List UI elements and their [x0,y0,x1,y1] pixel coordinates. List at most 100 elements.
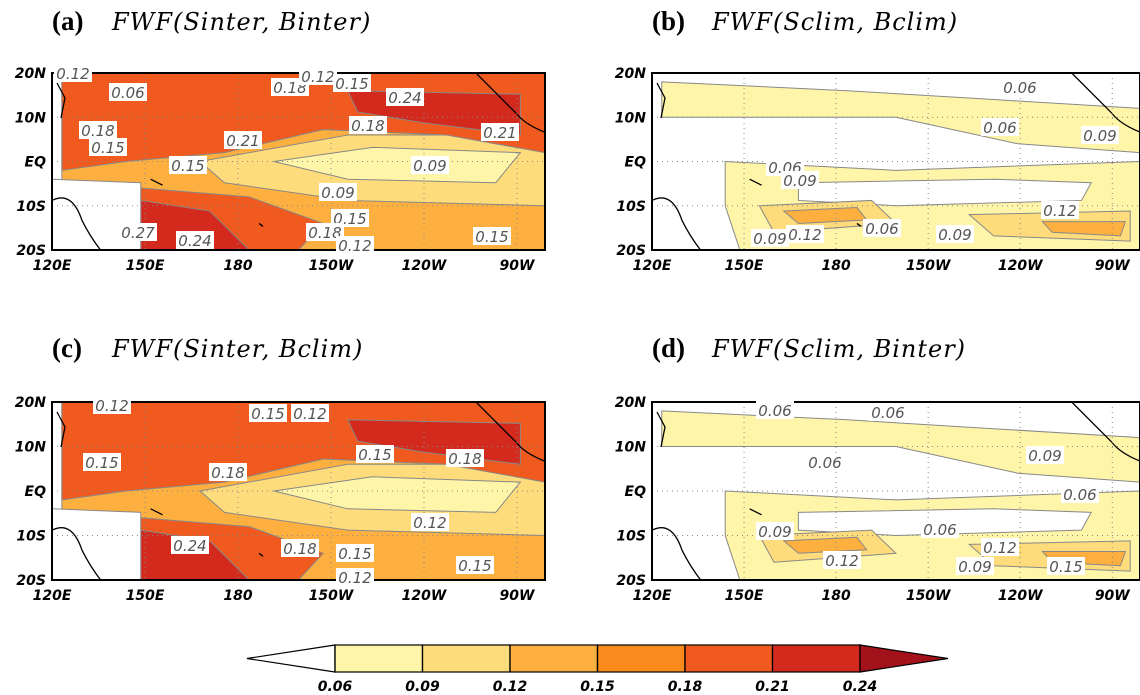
coastline [52,197,102,250]
contour-fill [1041,221,1127,237]
lat-label: 10N [15,110,46,126]
contour-label-bg [89,138,127,156]
contour-label-bg [319,183,357,201]
contour-label-bg [249,404,287,422]
colorbar-box [684,644,774,673]
contour-label: 0.09 [783,172,816,190]
contour-label-bg [473,227,511,245]
lat-label: 20N [15,395,46,411]
contour-label-bg [93,396,131,414]
lat-label: 10S [16,529,46,545]
lon-label: 120E [633,588,672,604]
lon-label: 180 [223,588,252,604]
contour-label-bg [1061,485,1099,503]
panel-title: FWF(Sclim, Binter) [711,335,966,363]
contour-label-bg [336,568,374,586]
contour-fill [797,178,1093,207]
contour-label-bg [756,522,794,540]
contour-label-bg [119,223,157,241]
lon-label: 120E [633,258,672,274]
contour-label-bg [83,453,121,471]
contour-label-bg [1001,78,1039,96]
panel-title: FWF(Sclim, Bclim) [711,8,958,36]
colorbar-tick-label: 0.06 [318,679,353,695]
contour-label-bg [291,404,329,422]
coastline [652,197,702,250]
contour-label: 0.09 [938,226,971,244]
contour-label-bg [171,536,209,554]
contour-fill [52,178,142,250]
contour-label: 0.15 [91,139,124,157]
lon-label: 150W [309,588,354,604]
lat-label: EQ [25,484,47,500]
colorbar-tick-label: 0.15 [580,679,615,695]
contour-label: 0.06 [871,404,904,422]
colorbar-tick-label: 0.12 [493,679,528,695]
contour-label: 0.12 [56,65,89,83]
lon-label: 150W [309,258,354,274]
lon-label: 180 [821,258,850,274]
lat-label: 10S [616,529,646,545]
lon-label: 150E [126,588,165,604]
contour-fill [661,81,1140,154]
contour-label-bg [1047,557,1085,575]
contour-label: 0.06 [1003,79,1036,97]
contour-label-bg [981,118,1019,136]
panel-label: (b) [652,6,685,36]
contour-label: 0.18 [273,79,306,97]
contour-label: 0.18 [211,464,244,482]
contour-label-bg [349,116,387,134]
lon-label: 120W [402,588,447,604]
contour-label: 0.12 [983,539,1016,557]
contour-label-bg [209,463,247,481]
contour-label: 0.24 [388,89,421,107]
contour-label: 0.12 [95,397,128,415]
contour-label-bg [356,445,394,463]
contour-label: 0.15 [85,454,118,472]
lon-label: 150E [126,258,165,274]
contour-label: 0.18 [351,117,384,135]
map-frame [51,72,546,251]
panel-label: (d) [652,333,685,363]
lon-label: 150W [906,258,951,274]
contour-label: 0.12 [338,569,371,587]
contour-label-bg [936,225,974,243]
contour-label: 0.15 [171,157,204,175]
contour-label-bg [336,544,374,562]
contour-label: 0.12 [825,552,858,570]
contour-label: 0.15 [458,557,491,575]
contour-label-bg [176,231,214,249]
panel-label: (a) [52,6,83,36]
contour-label-bg [109,83,147,101]
map-panel [652,73,1140,250]
lat-label: 20S [616,243,646,259]
contour-label-bg [224,131,262,149]
contour-label: 0.12 [1043,202,1076,220]
lon-label: 120W [998,588,1043,604]
lat-label: 20N [615,66,646,82]
contour-label-bg [751,229,789,247]
contour-label-bg [869,403,907,421]
contour-label: 0.27 [121,224,155,242]
lat-label: 10N [615,440,646,456]
contour-label-bg [981,538,1019,556]
contour-label: 0.15 [335,75,368,93]
colorbar-box [771,644,861,673]
contour-label: 0.09 [1083,127,1116,145]
contour-label: 0.18 [283,540,316,558]
colorbar-tick-label: 0.18 [668,679,703,695]
lon-label: 120W [998,258,1043,274]
contour-label-bg [386,88,424,106]
lat-label: EQ [625,484,647,500]
contour-label-bg [806,453,844,471]
contour-fill [273,476,522,513]
coastline [656,82,862,227]
contour-label-bg [781,171,819,189]
lon-label: 90W [1095,588,1130,604]
contour-label: 0.06 [983,119,1016,137]
contour-label: 0.21 [483,124,516,142]
contour-label-bg [823,551,861,569]
contour-label-bg [169,156,207,174]
colorbar-extend-low [246,644,336,673]
